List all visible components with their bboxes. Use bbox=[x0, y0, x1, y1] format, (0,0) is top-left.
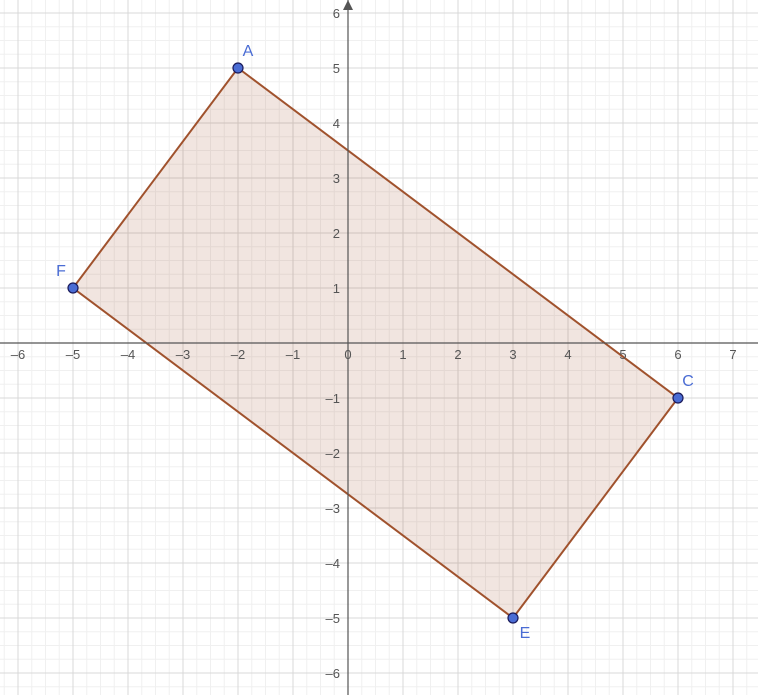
y-tick-label: –3 bbox=[326, 501, 340, 516]
y-tick-label: 3 bbox=[333, 171, 340, 186]
y-tick-label: –4 bbox=[326, 556, 340, 571]
x-tick-label: –5 bbox=[66, 347, 80, 362]
vertex-label-e: E bbox=[520, 625, 531, 642]
x-tick-label: –2 bbox=[231, 347, 245, 362]
x-tick-label: –6 bbox=[11, 347, 25, 362]
vertex-c[interactable] bbox=[673, 393, 683, 403]
y-tick-label: 5 bbox=[333, 61, 340, 76]
coordinate-plane: –6 –5 –4 –3 –2 –1 0 1 2 3 4 5 6 7 –6 –5 –4 –3 –2 –1 1 2 3 4 5 6 A C… bbox=[0, 0, 758, 695]
vertex-label-c: C bbox=[682, 373, 694, 390]
x-tick-label: 2 bbox=[454, 347, 461, 362]
y-tick-label: 1 bbox=[333, 281, 340, 296]
y-tick-label: –2 bbox=[326, 446, 340, 461]
y-tick-label: –5 bbox=[326, 611, 340, 626]
x-tick-label: 4 bbox=[564, 347, 571, 362]
vertex-e[interactable] bbox=[508, 613, 518, 623]
x-tick-label: –1 bbox=[286, 347, 300, 362]
vertex-f[interactable] bbox=[68, 283, 78, 293]
x-tick-label: 1 bbox=[399, 347, 406, 362]
x-tick-label: –4 bbox=[121, 347, 135, 362]
x-tick-label: 6 bbox=[674, 347, 681, 362]
y-tick-label: 4 bbox=[333, 116, 340, 131]
y-tick-label: –6 bbox=[326, 666, 340, 681]
vertex-a[interactable] bbox=[233, 63, 243, 73]
x-tick-label: –3 bbox=[176, 347, 190, 362]
x-tick-label: 7 bbox=[729, 347, 736, 362]
y-tick-label: –1 bbox=[326, 391, 340, 406]
x-tick-label: 3 bbox=[509, 347, 516, 362]
vertex-label-f: F bbox=[56, 263, 66, 280]
x-tick-label: 0 bbox=[344, 347, 351, 362]
x-tick-label: 5 bbox=[619, 347, 626, 362]
vertex-label-a: A bbox=[243, 43, 254, 60]
y-tick-label: 6 bbox=[333, 6, 340, 21]
y-tick-label: 2 bbox=[333, 226, 340, 241]
